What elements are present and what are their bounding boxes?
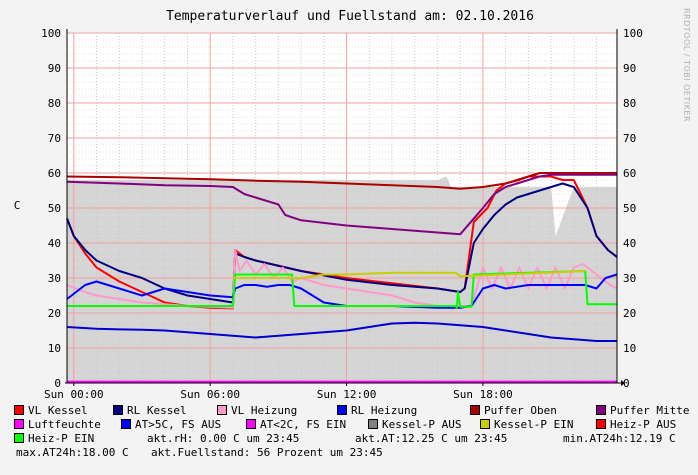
y-tick-label-right: 30: [623, 272, 636, 285]
y-tick-label-left: 70: [48, 132, 61, 145]
legend-item-at-2c-fs-ein: AT<2C, FS EIN: [246, 418, 346, 432]
legend-row: Luftfeuchte AT>5C, FS AUS AT<2C, FS EIN Kes…: [14, 418, 698, 432]
y-tick-label-left: 0: [54, 377, 61, 390]
legend-row: max.AT24h:18.00 C akt.Fuellstand: 56 Pro…: [14, 446, 698, 460]
legend-item-heiz-p-aus: Heiz-P AUS: [596, 418, 676, 432]
series-line-kessel-p-ein: [232, 270, 586, 279]
legend-label: Heiz-P AUS: [610, 418, 677, 431]
legend-label: AT<2C, FS EIN: [260, 418, 347, 431]
legend-label: Luftfeuchte: [28, 418, 101, 431]
legend-swatch: [121, 419, 131, 429]
x-tick-label: Sun 06:00: [180, 388, 240, 401]
y-tick-label-right: 50: [623, 202, 636, 215]
legend-item-heiz-p-ein: Heiz-P EIN: [14, 432, 94, 446]
series-line-rl-heizung: [66, 273, 618, 309]
legend-swatch: [14, 405, 24, 415]
chart-title: Temperaturverlauf und Fuellstand am: 02.…: [166, 9, 534, 24]
y-tick-label-right: 70: [623, 132, 636, 145]
legend-item-rl-kessel: RL Kessel: [113, 404, 187, 418]
legend-swatch: [337, 405, 347, 415]
y-tick-label-right: 40: [623, 237, 636, 250]
legend-item-vl-heizung: VL Heizung: [217, 404, 297, 418]
legend-swatch: [14, 419, 24, 429]
legend-label: Kessel-P AUS: [382, 418, 462, 431]
series-line-heizung: [66, 321, 617, 342]
legend-item-rl-heizung: RL Heizung: [337, 404, 417, 418]
legend-item-at-5c-fs-aus: AT>5C, FS AUS: [121, 418, 221, 432]
y-tick-label-right: 60: [623, 167, 636, 180]
x-tick-label: Sun 18:00: [453, 388, 513, 401]
legend-swatch: [596, 405, 606, 415]
y-axis-label: C: [14, 199, 21, 212]
legend-item-kessel-p-aus: Kessel-P AUS: [368, 418, 461, 432]
legend-label: Puffer Oben: [484, 404, 557, 417]
y-tick-label-left: 20: [48, 307, 61, 320]
legend-swatch: [470, 405, 480, 415]
stat-max-at: max.AT24h:18.00 C: [16, 446, 129, 459]
stat-fuellstand: akt.Fuellstand: 56 Prozent um 23:45: [151, 446, 383, 459]
x-axis-arrow: [621, 380, 625, 386]
y-tick-label-left: 60: [48, 167, 61, 180]
y-tick-label-left: 30: [48, 272, 61, 285]
legend: VL Kessel RL Kessel VL Heizung RL Heizung Pu…: [14, 404, 698, 460]
y-tick-label-left: 50: [48, 202, 61, 215]
watermark: RRDTOOL / TOBI OETIKER: [682, 8, 691, 123]
legend-row: VL Kessel RL Kessel VL Heizung RL Heizung Pu…: [14, 404, 698, 418]
legend-label: VL Kessel: [28, 404, 88, 417]
legend-swatch: [217, 405, 227, 415]
y-tick-label-left: 90: [48, 62, 61, 75]
legend-swatch: [596, 419, 606, 429]
legend-label: RL Kessel: [127, 404, 187, 417]
stat-rh: akt.rH: 0.00 C um 23:45: [147, 432, 300, 445]
y-tick-label-right: 0: [623, 377, 630, 390]
legend-label: RL Heizung: [351, 404, 418, 417]
y-tick-label-left: 40: [48, 237, 61, 250]
series-line-puffer-mitte: [66, 173, 617, 236]
legend-item-luftfeuchte: Luftfeuchte: [14, 418, 101, 432]
legend-swatch: [480, 419, 490, 429]
legend-label: Puffer Mitte: [610, 404, 690, 417]
y-tick-label-right: 100: [623, 27, 643, 40]
y-tick-label-right: 80: [623, 97, 636, 110]
legend-label: AT>5C, FS AUS: [135, 418, 222, 431]
legend-swatch: [113, 405, 123, 415]
legend-item-kessel-p-ein: Kessel-P EIN: [480, 418, 573, 432]
series-line-rl-kessel: [66, 182, 618, 304]
stat-min-at: min.AT24h:12.19 C: [563, 432, 676, 445]
stat-at: akt.AT:12.25 C um 23:45: [355, 432, 508, 445]
series-layer: [66, 172, 618, 383]
legend-item-puffer-oben: Puffer Oben: [470, 404, 557, 418]
x-tick-label: Sun 00:00: [44, 388, 104, 401]
legend-item-vl-kessel: VL Kessel: [14, 404, 88, 418]
legend-swatch: [246, 419, 256, 429]
legend-row: Heiz-P EIN akt.rH: 0.00 C um 23:45 akt.A…: [14, 432, 698, 446]
legend-swatch: [368, 419, 378, 429]
y-tick-label-right: 10: [623, 342, 636, 355]
x-tick-label: Sun 12:00: [317, 388, 377, 401]
y-tick-label-left: 80: [48, 97, 61, 110]
y-tick-label-right: 20: [623, 307, 636, 320]
legend-label: VL Heizung: [231, 404, 298, 417]
legend-label: Heiz-P EIN: [28, 432, 95, 445]
legend-swatch: [14, 433, 24, 443]
y-tick-label-left: 100: [41, 27, 61, 40]
legend-item-puffer-mitte: Puffer Mitte: [596, 404, 689, 418]
series-line-puffer-oben: [66, 172, 617, 190]
axis-layer: 0 0 10 10 20 20 30 30 40 40 50 50 60 60 70 70 80 80 90 90 10…: [41, 27, 643, 401]
y-tick-label-left: 10: [48, 342, 61, 355]
legend-label: Kessel-P EIN: [494, 418, 574, 431]
y-tick-label-right: 90: [623, 62, 636, 75]
